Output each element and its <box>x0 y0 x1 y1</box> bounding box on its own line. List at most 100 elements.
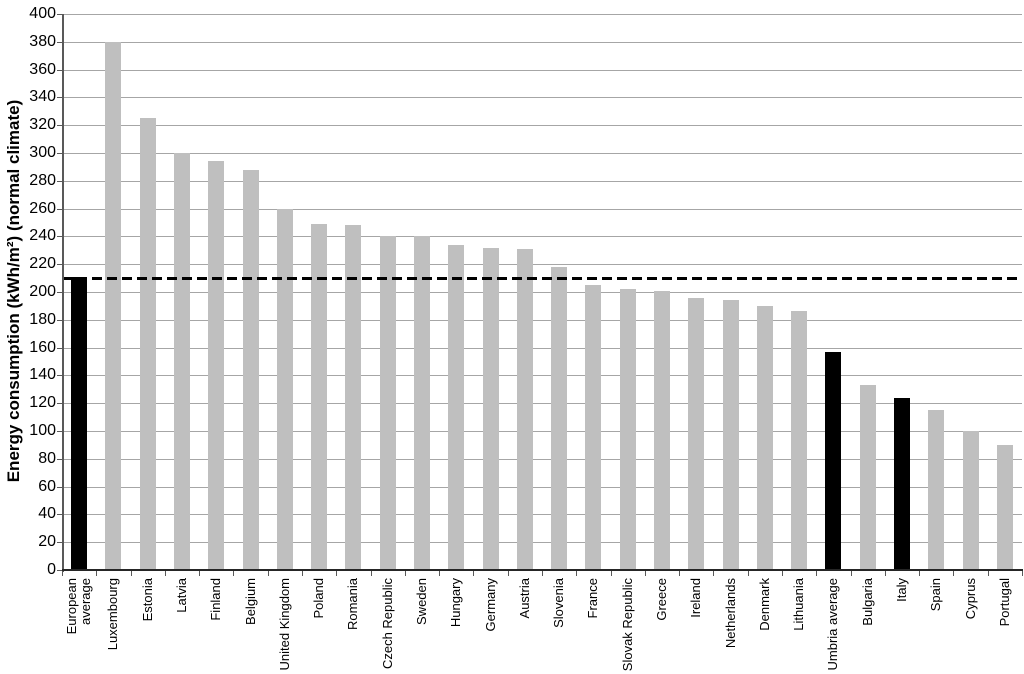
gridline-160 <box>62 348 1022 349</box>
x-tick-3 <box>165 571 166 576</box>
gridline-400 <box>62 14 1022 15</box>
y-tick-320 <box>57 125 62 126</box>
x-tick-23 <box>851 571 852 576</box>
y-tick-label-40: 40 <box>38 505 56 522</box>
gridline-100 <box>62 431 1022 432</box>
bar-finland <box>208 161 224 570</box>
gridline-300 <box>62 153 1022 154</box>
x-label-slovenia: Slovenia <box>551 578 566 628</box>
bar-slovenia <box>551 267 567 570</box>
x-tick-7 <box>302 571 303 576</box>
x-tick-0 <box>62 571 63 576</box>
y-tick-label-80: 80 <box>38 450 56 467</box>
bar-sweden <box>414 236 430 570</box>
gridline-40 <box>62 514 1022 515</box>
y-tick-label-0: 0 <box>47 561 56 578</box>
x-label-slovak-republic: Slovak Republic <box>620 578 635 672</box>
x-tick-16 <box>611 571 612 576</box>
y-tick-label-140: 140 <box>29 366 56 383</box>
x-label-united-kingdom: United Kingdom <box>277 578 292 671</box>
gridline-340 <box>62 97 1022 98</box>
bar-greece <box>654 291 670 570</box>
x-tick-6 <box>268 571 269 576</box>
x-label-finland: Finland <box>208 578 223 621</box>
y-tick-label-100: 100 <box>29 422 56 439</box>
bar-spain <box>928 410 944 570</box>
x-label-netherlands: Netherlands <box>723 578 738 649</box>
bar-belgium <box>243 170 259 570</box>
y-tick-label-120: 120 <box>29 394 56 411</box>
y-tick-40 <box>57 514 62 515</box>
x-tick-5 <box>233 571 234 576</box>
gridline-240 <box>62 236 1022 237</box>
bar-slovak-republic <box>620 289 636 570</box>
y-tick-120 <box>57 403 62 404</box>
x-label-denmark: Denmark <box>757 578 772 631</box>
x-label-poland: Poland <box>311 578 326 619</box>
bar-germany <box>483 248 499 570</box>
y-tick-label-160: 160 <box>29 339 56 356</box>
bar-poland <box>311 224 327 570</box>
x-tick-22 <box>816 571 817 576</box>
gridline-220 <box>62 264 1022 265</box>
bar-lithuania <box>791 311 807 570</box>
y-tick-label-280: 280 <box>29 172 56 189</box>
y-tick-340 <box>57 97 62 98</box>
y-tick-label-240: 240 <box>29 227 56 244</box>
x-tick-25 <box>919 571 920 576</box>
x-tick-27 <box>988 571 989 576</box>
bar-ireland <box>688 298 704 570</box>
y-tick-180 <box>57 320 62 321</box>
gridline-260 <box>62 209 1022 210</box>
x-tick-10 <box>405 571 406 576</box>
x-label-sweden: Sweden <box>414 578 429 625</box>
y-tick-20 <box>57 542 62 543</box>
x-axis-line <box>62 569 1023 571</box>
gridline-200 <box>62 292 1022 293</box>
x-label-estonia: Estonia <box>140 578 155 622</box>
y-tick-140 <box>57 375 62 376</box>
x-label-ireland: Ireland <box>688 578 703 618</box>
bar-luxembourg <box>105 42 121 570</box>
bar-latvia <box>174 153 190 570</box>
y-tick-label-60: 60 <box>38 478 56 495</box>
x-tick-19 <box>713 571 714 576</box>
bar-bulgaria <box>860 385 876 570</box>
y-tick-label-180: 180 <box>29 311 56 328</box>
x-label-umbria-average: Umbria average <box>825 578 840 671</box>
x-tick-9 <box>371 571 372 576</box>
x-label-romania: Romania <box>345 578 360 631</box>
bar-austria <box>517 249 533 570</box>
y-tick-label-300: 300 <box>29 144 56 161</box>
x-label-latvia: Latvia <box>174 578 189 613</box>
bar-czech-republic <box>380 236 396 570</box>
x-tick-17 <box>645 571 646 576</box>
x-label-luxembourg: Luxembourg <box>105 578 120 651</box>
y-tick-80 <box>57 459 62 460</box>
x-tick-1 <box>96 571 97 576</box>
y-tick-220 <box>57 264 62 265</box>
bar-portugal <box>997 445 1013 570</box>
x-label-czech-republic: Czech Republic <box>380 578 395 670</box>
y-tick-label-380: 380 <box>29 33 56 50</box>
x-tick-28 <box>1022 571 1023 576</box>
gridline-120 <box>62 403 1022 404</box>
y-tick-200 <box>57 292 62 293</box>
x-tick-12 <box>473 571 474 576</box>
x-label-belgium: Belgium <box>243 578 258 625</box>
gridline-140 <box>62 375 1022 376</box>
y-tick-240 <box>57 236 62 237</box>
bar-france <box>585 285 601 570</box>
x-tick-20 <box>748 571 749 576</box>
x-label-portugal: Portugal <box>997 578 1012 627</box>
x-tick-13 <box>508 571 509 576</box>
y-tick-380 <box>57 42 62 43</box>
bar-netherlands <box>723 300 739 570</box>
bar-estonia <box>140 118 156 570</box>
bar-romania <box>345 225 361 570</box>
gridline-60 <box>62 487 1022 488</box>
gridline-380 <box>62 42 1022 43</box>
y-tick-label-260: 260 <box>29 200 56 217</box>
y-tick-label-320: 320 <box>29 116 56 133</box>
